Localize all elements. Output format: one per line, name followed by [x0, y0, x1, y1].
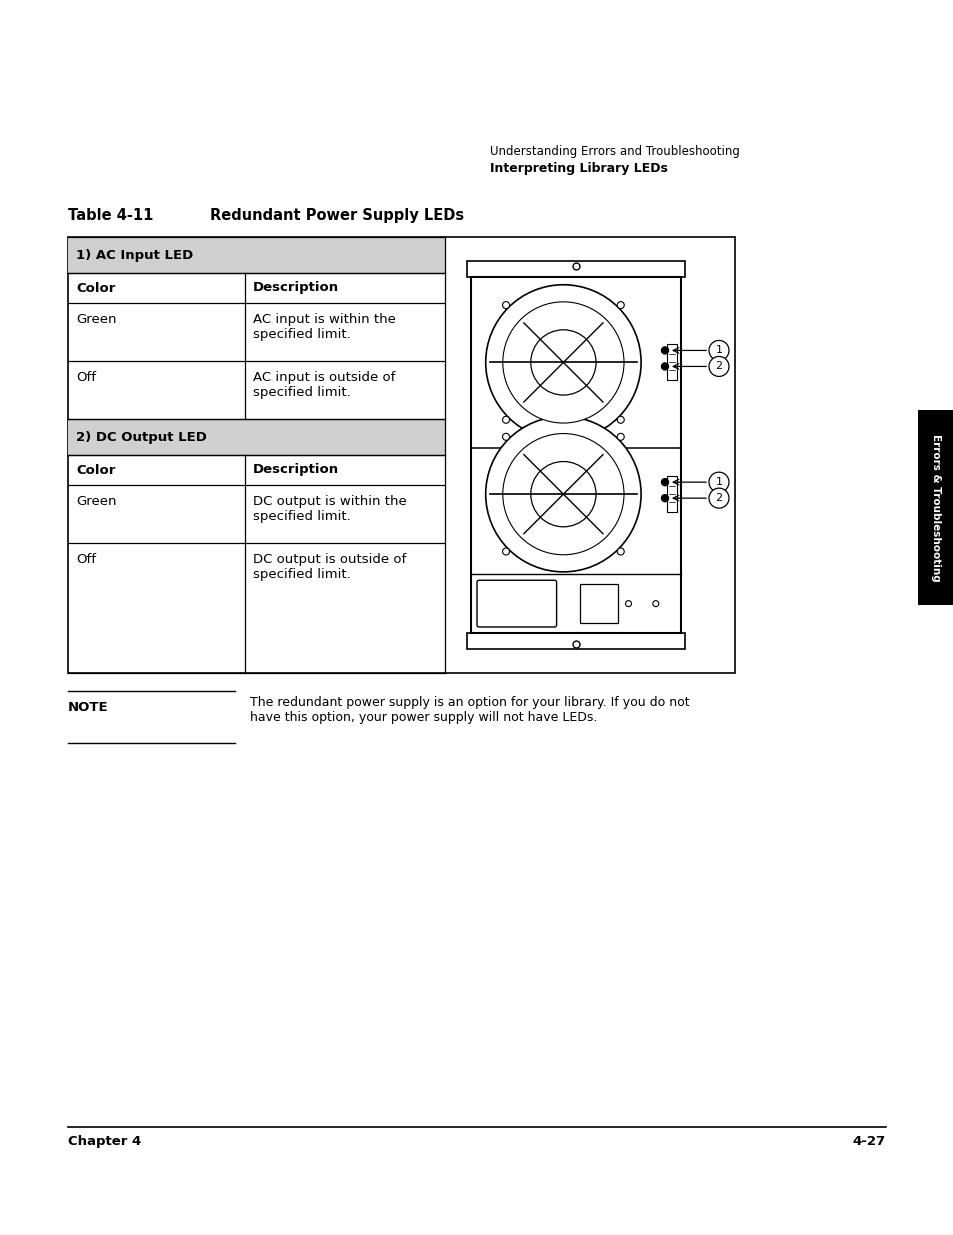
Text: Redundant Power Supply LEDs: Redundant Power Supply LEDs: [210, 207, 464, 224]
Text: Chapter 4: Chapter 4: [68, 1135, 141, 1149]
Bar: [68, 237, 444, 273]
Text: 4-27: 4-27: [852, 1135, 885, 1149]
Text: Green: Green: [76, 312, 116, 326]
Bar: [471, 277, 680, 634]
Text: Off: Off: [76, 370, 96, 384]
Bar: [666, 345, 677, 380]
Circle shape: [502, 416, 509, 424]
Text: AC input is within the
specified limit.: AC input is within the specified limit.: [253, 312, 395, 341]
Bar: [467, 634, 684, 650]
FancyBboxPatch shape: [476, 580, 556, 627]
Circle shape: [660, 495, 668, 501]
Circle shape: [708, 341, 728, 361]
Text: 1: 1: [715, 477, 721, 487]
Text: Color: Color: [76, 282, 115, 294]
Text: Errors & Troubleshooting: Errors & Troubleshooting: [930, 433, 940, 582]
Text: 2: 2: [715, 362, 721, 372]
Text: Green: Green: [76, 495, 116, 508]
Text: DC output is within the
specified limit.: DC output is within the specified limit.: [253, 495, 406, 522]
Text: 1: 1: [715, 346, 721, 356]
Text: AC input is outside of
specified limit.: AC input is outside of specified limit.: [253, 370, 395, 399]
Bar: [917, 410, 953, 605]
Circle shape: [530, 462, 596, 527]
Text: The redundant power supply is an option for your library. If you do not
have thi: The redundant power supply is an option …: [250, 697, 689, 724]
Circle shape: [660, 479, 668, 485]
Text: Description: Description: [253, 282, 338, 294]
Text: Interpreting Library LEDs: Interpreting Library LEDs: [490, 162, 667, 175]
Circle shape: [502, 548, 509, 555]
Text: 1) AC Input LED: 1) AC Input LED: [76, 248, 193, 262]
Circle shape: [625, 600, 631, 606]
Circle shape: [502, 433, 509, 441]
Circle shape: [708, 488, 728, 508]
Circle shape: [502, 301, 623, 424]
Circle shape: [660, 347, 668, 354]
Text: Description: Description: [253, 463, 338, 477]
Circle shape: [617, 416, 623, 424]
Circle shape: [530, 330, 596, 395]
Circle shape: [502, 301, 509, 309]
Text: Understanding Errors and Troubleshooting: Understanding Errors and Troubleshooting: [490, 144, 740, 158]
Circle shape: [617, 548, 623, 555]
Circle shape: [485, 416, 640, 572]
Circle shape: [660, 363, 668, 370]
Text: Off: Off: [76, 553, 96, 566]
Text: Table 4-11: Table 4-11: [68, 207, 153, 224]
Circle shape: [485, 285, 640, 440]
Text: 2: 2: [715, 493, 721, 503]
Text: NOTE: NOTE: [68, 701, 109, 714]
Bar: [666, 477, 677, 513]
Bar: [467, 261, 684, 277]
Circle shape: [502, 433, 623, 555]
Bar: [68, 237, 734, 673]
Circle shape: [617, 301, 623, 309]
Circle shape: [652, 600, 659, 606]
Text: 2) DC Output LED: 2) DC Output LED: [76, 431, 207, 443]
Circle shape: [708, 472, 728, 493]
Circle shape: [708, 357, 728, 377]
Bar: [68, 419, 444, 454]
Circle shape: [617, 433, 623, 441]
Text: DC output is outside of
specified limit.: DC output is outside of specified limit.: [253, 553, 406, 580]
Text: Color: Color: [76, 463, 115, 477]
Bar: [579, 584, 618, 622]
